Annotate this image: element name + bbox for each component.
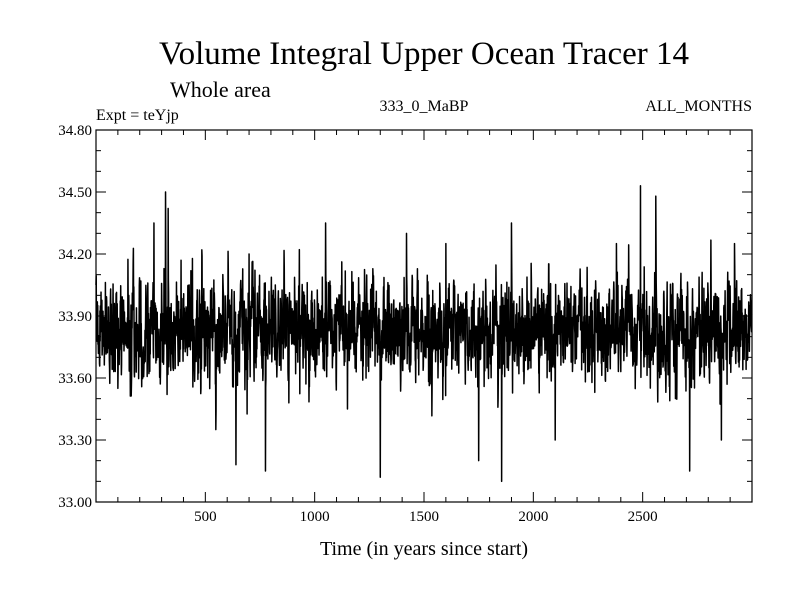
chart-subtitle: Whole area <box>170 77 271 102</box>
y-tick-label: 33.00 <box>58 495 92 511</box>
series-line <box>95 185 753 483</box>
chart-title: Volume Integral Upper Ocean Tracer 14 <box>159 36 689 72</box>
y-tick-label: 33.90 <box>58 309 92 325</box>
plot-frame <box>95 129 753 503</box>
y-tick-label: 34.20 <box>58 247 92 263</box>
y-tick-label: 33.30 <box>58 433 92 449</box>
x-tick-label: 1500 <box>409 509 439 525</box>
x-tick-label: 500 <box>194 509 217 525</box>
y-tick-label: 34.50 <box>58 185 92 201</box>
y-tick-label: 33.60 <box>58 371 92 387</box>
x-axis: 500 1000 1500 2000 2500 <box>117 130 731 525</box>
period-label: 333_0_MaBP <box>380 98 469 115</box>
x-tick-label: 1000 <box>300 509 330 525</box>
months-label: ALL_MONTHS <box>645 98 752 115</box>
y-tick-label: 34.80 <box>58 123 92 139</box>
x-tick-label: 2000 <box>518 509 548 525</box>
x-tick-label: 2500 <box>628 509 658 525</box>
x-axis-label: Time (in years since start) <box>320 538 528 560</box>
experiment-label: Expt = teYjp <box>96 107 179 124</box>
